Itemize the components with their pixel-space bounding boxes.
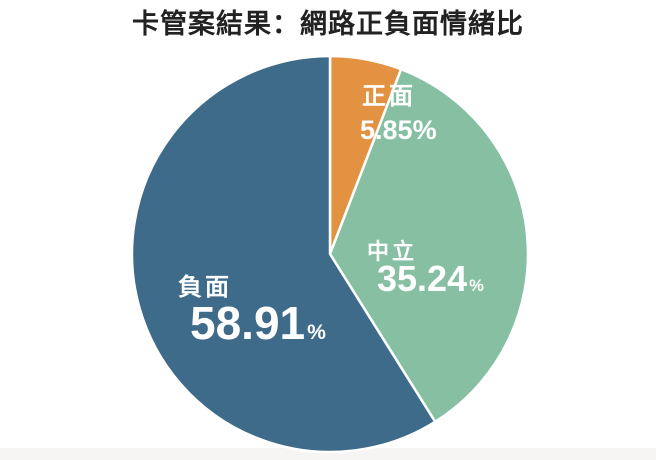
slice-value-neutral-number: 35.24: [377, 258, 468, 299]
chart-title: 卡管案結果：網路正負面情緒比: [132, 9, 524, 39]
pie-slice-negative: [130, 54, 437, 454]
percent-sign: %: [469, 276, 484, 295]
slice-value-negative: 58.91%: [190, 300, 326, 346]
slice-label-negative: 負面: [178, 274, 232, 301]
slice-value-negative-number: 58.91: [190, 297, 306, 349]
slice-value-positive-number: 5.85: [360, 115, 413, 145]
slice-label-positive: 正面: [362, 83, 416, 110]
page-bottom-strip: [0, 448, 656, 460]
slice-value-positive: 5.85%: [360, 117, 437, 144]
percent-sign: %: [307, 321, 326, 344]
slice-value-neutral: 35.24%: [377, 261, 484, 297]
pie-slice-neutral: [328, 67, 530, 424]
percent-sign: %: [412, 115, 437, 145]
pie-chart: [130, 54, 530, 454]
slice-label-neutral: 中立: [367, 239, 418, 264]
